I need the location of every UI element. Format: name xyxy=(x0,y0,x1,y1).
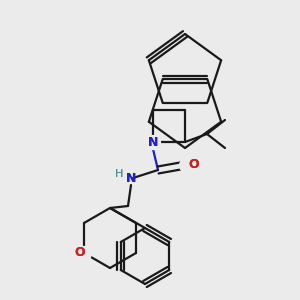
Text: N: N xyxy=(148,136,158,148)
Text: N: N xyxy=(126,172,136,184)
Text: O: O xyxy=(75,247,85,260)
Text: O: O xyxy=(189,158,199,172)
Text: H: H xyxy=(115,169,123,179)
Text: N: N xyxy=(148,136,158,148)
Text: O: O xyxy=(189,158,199,172)
Text: H: H xyxy=(115,169,123,179)
Text: O: O xyxy=(75,247,85,260)
Text: N: N xyxy=(126,172,136,184)
